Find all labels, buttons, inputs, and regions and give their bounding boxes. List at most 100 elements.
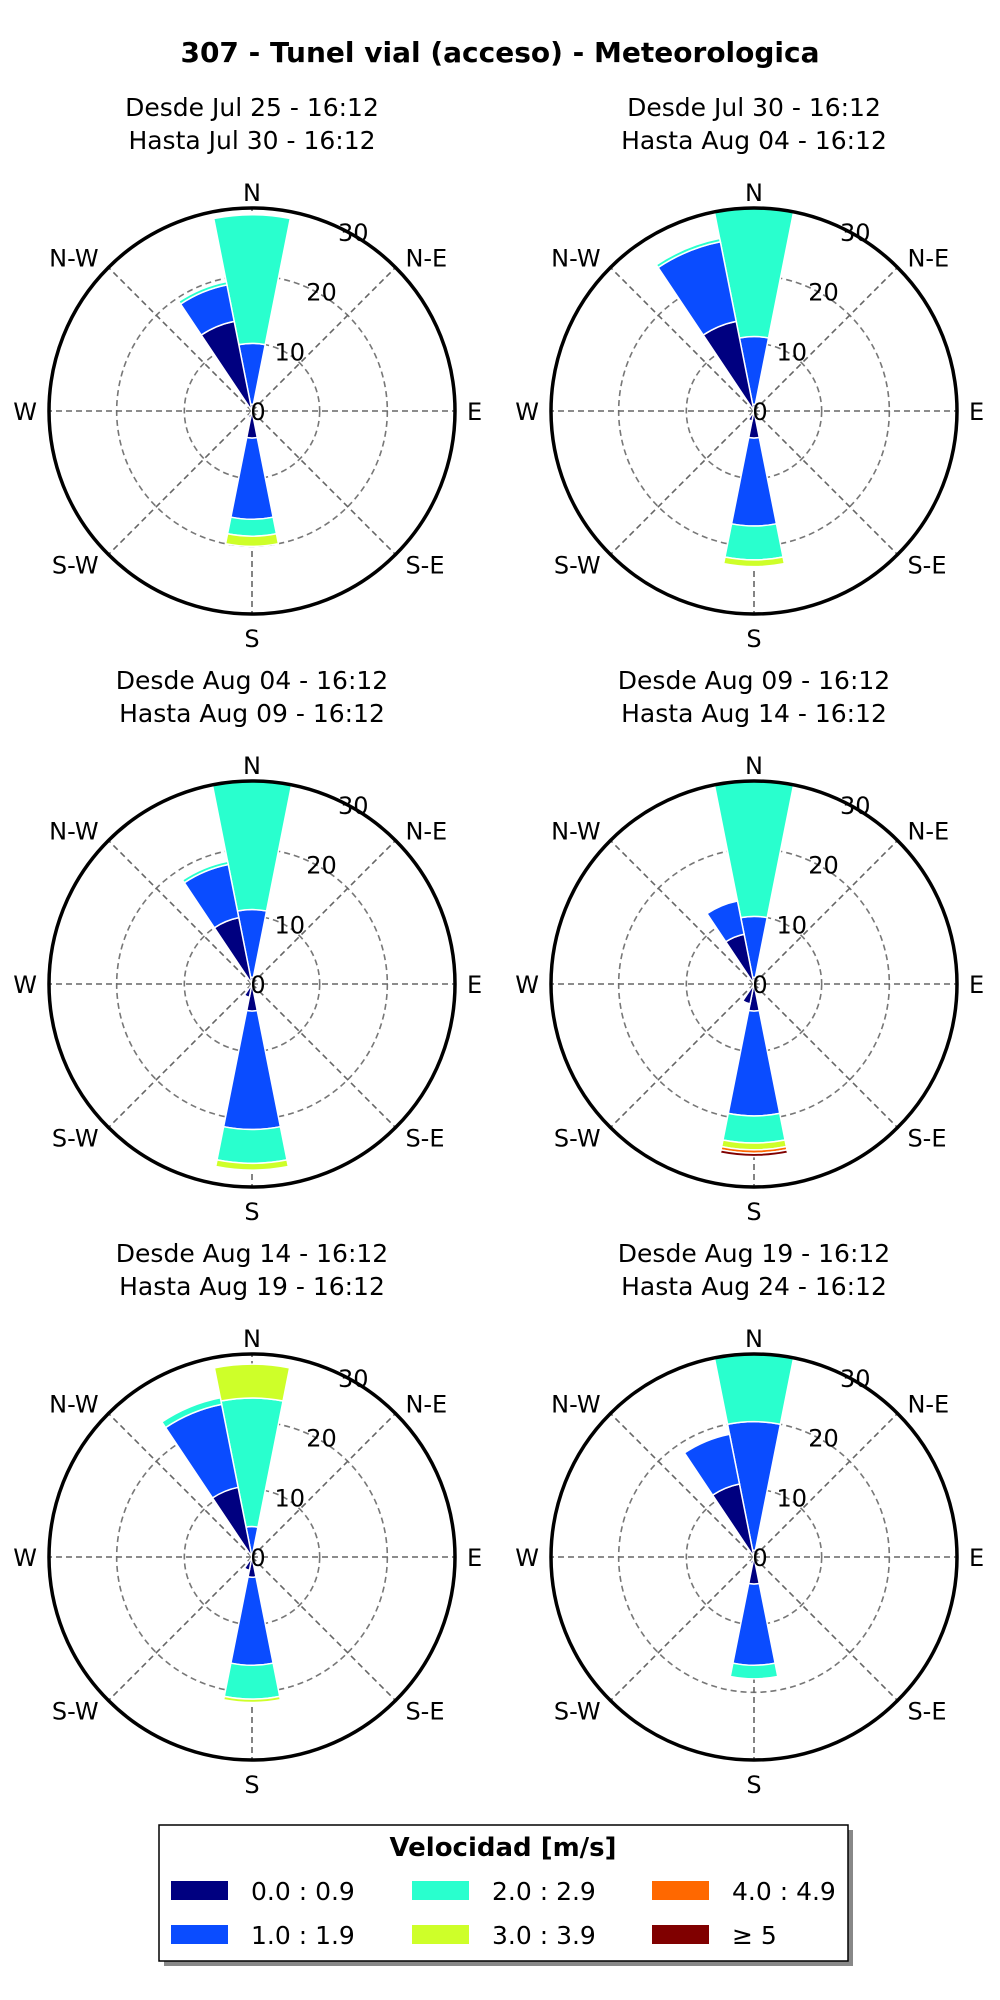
grid-circle-10 xyxy=(183,915,321,1053)
direction-label-w: W xyxy=(515,971,539,999)
direction-label-n-e: N-E xyxy=(405,818,447,846)
legend-label: 2.0 : 2.9 xyxy=(492,1877,596,1906)
grid-spoke xyxy=(107,1556,253,1702)
direction-label-s: S xyxy=(746,1198,761,1226)
direction-label-s-e: S-E xyxy=(405,1697,444,1725)
wedge-dir202.5-bin0 xyxy=(243,1556,253,1572)
wedge-dir0-bin2 xyxy=(713,1353,795,1426)
windrose-title-from: Desde Aug 19 - 16:12 xyxy=(618,1239,890,1268)
direction-label-s-w: S-W xyxy=(52,1124,99,1152)
direction-label-w: W xyxy=(515,398,539,426)
direction-label-w: W xyxy=(515,1544,539,1572)
direction-label-s-e: S-E xyxy=(907,551,946,579)
direction-label-n-w: N-W xyxy=(551,245,600,273)
direction-label-w: W xyxy=(13,1544,37,1572)
legend-swatch xyxy=(652,1881,709,1900)
direction-label-e: E xyxy=(467,398,482,426)
wedge-dir180-bin1 xyxy=(731,1582,777,1666)
legend-swatch xyxy=(171,1881,228,1900)
windrose-title-to: Hasta Aug 09 - 16:12 xyxy=(119,699,385,728)
direction-label-w: W xyxy=(13,398,37,426)
outer-ring xyxy=(47,1352,457,1762)
grid-spoke xyxy=(107,839,253,985)
windrose-title-to: Hasta Aug 04 - 16:12 xyxy=(621,126,887,155)
outer-ring xyxy=(47,206,457,616)
legend-frame xyxy=(158,1824,849,1962)
grid-spoke xyxy=(251,983,397,1129)
wedge-dir337.5-bin2 xyxy=(160,1396,223,1429)
direction-label-s: S xyxy=(746,1771,761,1799)
outer-ring xyxy=(549,206,959,616)
direction-label-w: W xyxy=(13,971,37,999)
windrose-2: Desde Jul 30 - 16:12 Hasta Aug 04 - 16:12… xyxy=(515,93,984,653)
direction-label-e: E xyxy=(467,1544,482,1572)
wedge-dir202.5-bin0 xyxy=(243,983,253,999)
outer-ring xyxy=(47,779,457,1189)
legend-items: 0.0 : 0.9 2.0 : 2.9 4.0 : 4.9 1.0 : 1.9 3.0 … xyxy=(171,1877,836,1950)
windrose-title-to: Hasta Aug 14 - 16:12 xyxy=(621,699,887,728)
windrose-grid: Desde Jul 25 - 16:12 Hasta Jul 30 - 16:12… xyxy=(13,93,984,1799)
wedge-dir180-bin2 xyxy=(226,516,278,537)
legend-item: ≥ 5 xyxy=(652,1921,777,1950)
grid-spoke xyxy=(251,410,397,556)
wedge-dir202.5-bin0 xyxy=(747,410,755,422)
windrose-title-from: Desde Jul 30 - 16:12 xyxy=(627,93,881,122)
outer-ring xyxy=(549,1352,959,1762)
legend-item: 1.0 : 1.9 xyxy=(171,1921,355,1950)
radial-tick-label: 20 xyxy=(306,279,337,307)
legend-item: 0.0 : 0.9 xyxy=(171,1877,355,1906)
grid-spoke xyxy=(107,410,253,556)
direction-label-n-e: N-E xyxy=(907,245,949,273)
radial-tick-label: 20 xyxy=(808,279,839,307)
wedge-dir180-bin3 xyxy=(224,532,280,548)
direction-label-n-w: N-W xyxy=(49,245,98,273)
direction-label-s-w: S-W xyxy=(52,1697,99,1725)
direction-label-s-e: S-E xyxy=(405,551,444,579)
windrose-title-to: Hasta Aug 19 - 16:12 xyxy=(119,1272,385,1301)
direction-label-e: E xyxy=(467,971,482,999)
wedge-dir180-bin1 xyxy=(222,1009,282,1131)
direction-label-e: E xyxy=(969,398,984,426)
windrose-3: Desde Aug 04 - 16:12 Hasta Aug 09 - 16:12… xyxy=(13,666,482,1226)
grid-spoke xyxy=(251,1412,397,1558)
legend-swatch xyxy=(652,1925,709,1944)
grid-spoke xyxy=(609,983,755,1129)
grid-spoke xyxy=(251,266,397,412)
radial-tick-label: 20 xyxy=(808,852,839,880)
grid-spoke xyxy=(609,839,755,985)
wedge-dir0-bin2 xyxy=(713,780,795,919)
wedge-dir180-bin3 xyxy=(722,556,786,568)
outer-ring xyxy=(549,779,959,1189)
wedge-dir180-bin1 xyxy=(229,1576,275,1666)
legend-label: 4.0 : 4.9 xyxy=(732,1877,836,1906)
grid-spoke xyxy=(107,266,253,412)
legend-label: 1.0 : 1.9 xyxy=(251,1921,355,1950)
legend-label: 0.0 : 0.9 xyxy=(251,1877,355,1906)
grid-spoke xyxy=(609,1556,755,1702)
radial-tick-label: 0 xyxy=(250,1544,265,1572)
legend-title: Velocidad [m/s] xyxy=(389,1833,616,1863)
direction-label-e: E xyxy=(969,971,984,999)
radial-tick-label: 20 xyxy=(306,852,337,880)
wedge-dir180-bin1 xyxy=(727,1009,781,1117)
wedge-dir180-bin1 xyxy=(730,436,778,527)
direction-label-n: N xyxy=(243,1325,261,1353)
direction-label-n: N xyxy=(243,752,261,780)
legend-item: 3.0 : 3.9 xyxy=(412,1921,596,1950)
radial-tick-label: 30 xyxy=(338,792,369,820)
windrose-4: Desde Aug 09 - 16:12 Hasta Aug 14 - 16:12… xyxy=(515,666,984,1226)
direction-label-n-w: N-W xyxy=(49,1391,98,1419)
grid-circle-10 xyxy=(685,342,823,480)
grid-spoke xyxy=(753,1556,899,1702)
wedge-dir337.5-bin2 xyxy=(181,860,230,884)
grid-spoke xyxy=(609,266,755,412)
wedge-dir0-bin3 xyxy=(213,1363,291,1402)
radial-tick-label: 0 xyxy=(752,398,767,426)
windrose-1: Desde Jul 25 - 16:12 Hasta Jul 30 - 16:12… xyxy=(13,93,482,653)
direction-label-s-w: S-W xyxy=(554,1124,601,1152)
wedge-dir337.5-bin1 xyxy=(683,1433,741,1497)
wedge-dir180-bin2 xyxy=(722,1112,786,1144)
grid-spoke xyxy=(753,266,899,412)
radial-tick-label: 10 xyxy=(274,1484,305,1512)
